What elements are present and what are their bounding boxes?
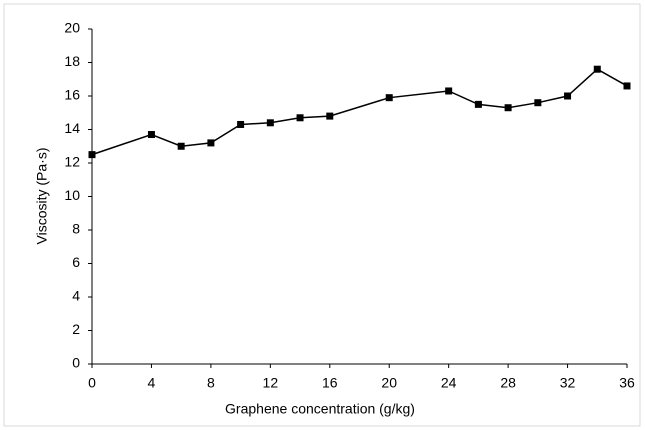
data-point (147, 131, 155, 139)
data-point (207, 139, 215, 147)
y-tick-label: 2 (72, 321, 80, 337)
data-point (296, 114, 304, 122)
data-point (385, 94, 393, 102)
y-tick-label: 14 (64, 120, 80, 136)
x-tick-label: 16 (322, 375, 338, 391)
data-point (623, 82, 631, 90)
x-tick-label: 12 (263, 375, 279, 391)
data-line (91, 68, 628, 156)
data-point (88, 151, 96, 159)
y-axis-label: Viscosity (Pa·s) (34, 148, 50, 245)
x-tick-label: 4 (148, 375, 156, 391)
y-tick-label: 20 (64, 20, 80, 36)
data-point (504, 104, 512, 112)
y-tick-label: 12 (64, 154, 80, 170)
data-point (534, 99, 542, 107)
y-tick-label: 18 (64, 53, 80, 69)
data-point (177, 142, 185, 150)
x-tick-label: 0 (88, 375, 96, 391)
figure-border (3, 3, 641, 427)
y-tick-label: 0 (72, 355, 80, 371)
y-tick-label: 6 (72, 254, 80, 270)
x-axis-label: Graphene concentration (g/kg) (225, 401, 415, 417)
y-tick-label: 4 (72, 288, 80, 304)
data-point (237, 120, 245, 128)
x-tick-label: 32 (560, 375, 576, 391)
data-point (474, 100, 482, 108)
data-point (326, 112, 334, 120)
x-tick-label: 28 (500, 375, 516, 391)
y-tick-label: 8 (72, 221, 80, 237)
data-point (564, 92, 572, 100)
data-point (593, 65, 601, 73)
x-tick-label: 36 (619, 375, 635, 391)
data-point (445, 87, 453, 95)
x-tick-label: 8 (207, 375, 215, 391)
x-tick-label: 20 (381, 375, 397, 391)
data-point (266, 119, 274, 127)
y-tick-label: 16 (64, 87, 80, 103)
x-tick-label: 24 (441, 375, 457, 391)
y-tick-label: 10 (64, 187, 80, 203)
